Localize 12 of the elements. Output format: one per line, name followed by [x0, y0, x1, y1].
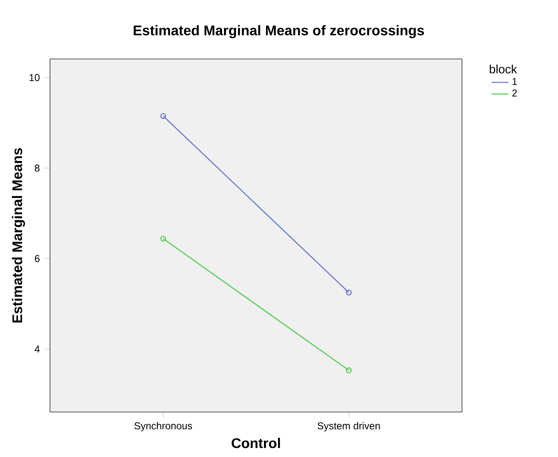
y-tick-label: 6	[34, 255, 40, 262]
x-tick-label: Synchronous	[134, 422, 192, 432]
y-tick-label: 8	[34, 164, 40, 172]
y-tick-label: 10	[30, 74, 40, 82]
x-tick-label: System driven	[318, 422, 380, 432]
y-axis-title: Estimated Marginal Means	[12, 148, 26, 322]
legend-label: 2	[512, 90, 517, 96]
legend-title: block	[490, 64, 518, 74]
y-tick-label: 4	[34, 346, 40, 353]
legend-label: 1	[512, 78, 517, 85]
x-axis-title: Control	[232, 438, 280, 448]
chart-title: Estimated Marginal Means of zerocrossings	[134, 25, 424, 38]
